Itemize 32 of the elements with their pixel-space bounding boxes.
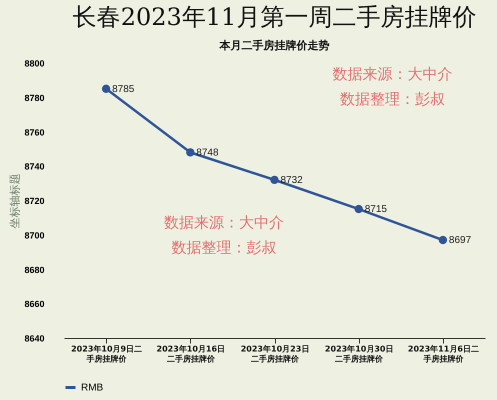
annotation: 数据来源：大中介	[332, 65, 452, 83]
y-tick-label: 8700	[24, 230, 44, 240]
x-tick-label: 2023年11月6日二手房挂牌价	[408, 344, 479, 364]
y-tick-label: 8640	[24, 334, 44, 344]
data-label: 8697	[448, 235, 472, 246]
y-tick-label: 8740	[24, 162, 44, 172]
point	[438, 236, 448, 244]
y-tick-label: 8760	[24, 127, 44, 138]
x-tick-label: 2023年10月9日二手房挂牌价	[71, 344, 142, 364]
data-label: 8748	[196, 147, 219, 158]
x-tick-label: 2023年10月30日二手房挂牌价	[324, 344, 394, 364]
y-tick-label: 8660	[24, 299, 44, 310]
data-label: 8715	[364, 204, 388, 216]
y-tick-label: 8680	[24, 264, 44, 275]
x-tick-label: 2023年10月16日二手房挂牌价	[156, 344, 226, 364]
annotation: 数据整理：彭叔	[171, 238, 276, 256]
point	[186, 148, 194, 157]
chart-subtitle: 本月二手房挂牌价走势	[218, 39, 330, 52]
point	[102, 84, 110, 93]
y-tick-label: 8720	[24, 196, 44, 206]
point	[354, 204, 363, 214]
annotation: 数据来源：大中介	[164, 214, 284, 232]
annotation: 数据整理：彭叔	[340, 90, 445, 108]
chart-title: 长春2023年11月第一周二手房挂牌价	[72, 3, 476, 31]
y-axis-title: 坐标轴标题	[8, 174, 22, 228]
point	[270, 176, 279, 184]
data-label: 8732	[280, 174, 304, 186]
y-tick-label: 8780	[24, 92, 44, 103]
x-tick-label: 2023年10月23日二手房挂牌价	[240, 344, 310, 364]
y-tick-label: 8800	[24, 58, 44, 68]
legend-label: RMB	[81, 382, 104, 394]
data-label: 8785	[112, 84, 135, 95]
